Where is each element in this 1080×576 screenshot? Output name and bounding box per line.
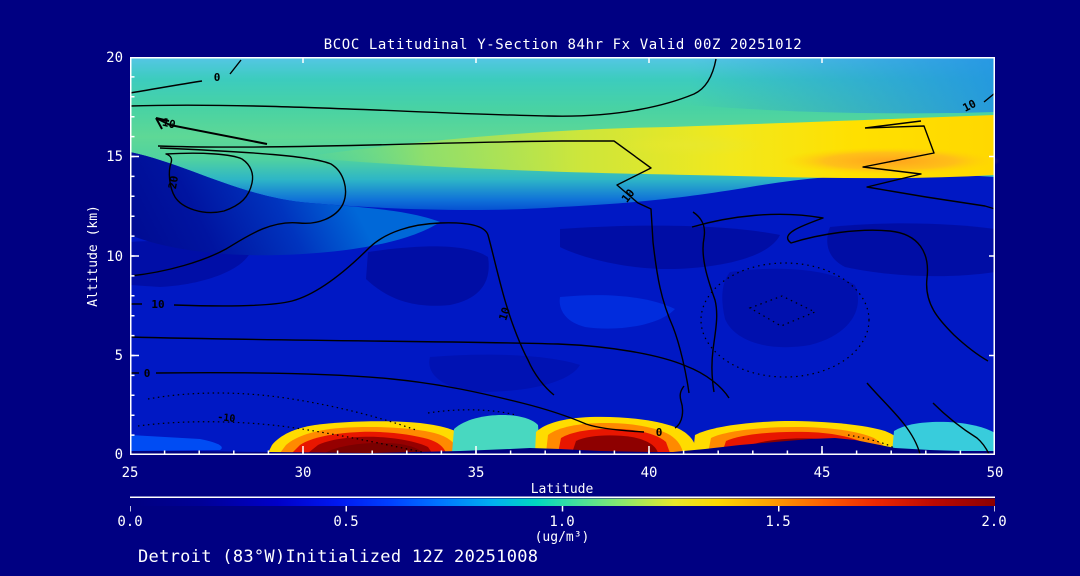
x-axis-title: Latitude xyxy=(531,482,594,497)
x-axis: 25 30 35 40 45 50 Latitude xyxy=(122,465,1004,497)
colorbar-units: (ug/m³) xyxy=(535,530,590,545)
x-axis-tick-label: 40 xyxy=(641,465,658,481)
y-axis-tick-label: 5 xyxy=(115,348,123,364)
axes-frame xyxy=(130,57,995,455)
footer-annotation: Detroit (83°W)Initialized 12Z 20251008 xyxy=(138,547,538,567)
dotted-contours xyxy=(137,262,897,453)
x-axis-tick-label: 25 xyxy=(122,465,139,481)
colorbar-gradient xyxy=(130,498,995,506)
contour-label: -10 xyxy=(217,412,236,425)
y-axis-title: Altitude (km) xyxy=(86,205,101,307)
contour-label: 20 xyxy=(166,175,181,190)
colorbar-tick-label: 1.0 xyxy=(549,514,574,530)
y-axis-tick-label: 0 xyxy=(115,447,123,463)
x-axis-tick-label: 45 xyxy=(814,465,831,481)
contour-labels: 0 10 20 10 10 10 10 0 -10 0 xyxy=(144,71,979,439)
upper-right-blue xyxy=(690,57,995,114)
contour-label: 0 xyxy=(144,367,151,380)
colorbar-top-line xyxy=(130,496,995,498)
bright-streak xyxy=(559,295,675,329)
yellow-patch xyxy=(615,134,765,156)
colorbar-tick-label: 0.5 xyxy=(333,514,358,530)
y-axis: 20 15 10 5 0 Altitude (km) xyxy=(86,50,123,463)
y-axis-tick-label: 10 xyxy=(106,249,123,265)
plot-area: 0 10 20 10 10 10 10 0 -10 0 xyxy=(129,57,1000,455)
colorbar-tick-label: 1.5 xyxy=(765,514,790,530)
contour-label: 0 xyxy=(656,426,663,439)
contour-label: 10 xyxy=(161,116,177,132)
colorbar-tick-label: 2.0 xyxy=(981,514,1006,530)
west-dark-pocket xyxy=(130,152,440,256)
colorbar: 0.0 0.5 1.0 1.5 2.0 (ug/m³) xyxy=(117,496,1007,545)
contour-label: 0 xyxy=(214,71,221,84)
y-axis-tick-label: 15 xyxy=(106,149,123,165)
contour-label: 10 xyxy=(151,298,164,311)
solid-contours xyxy=(129,58,996,455)
plot-frame xyxy=(130,57,995,455)
x-axis-tick-label: 50 xyxy=(987,465,1004,481)
colorbar-tick-label: 0.0 xyxy=(117,514,142,530)
contour-label: 10 xyxy=(496,306,512,323)
bright-wedge-west xyxy=(130,435,222,451)
x-axis-tick-label: 35 xyxy=(468,465,485,481)
contour-label: 10 xyxy=(961,97,979,115)
plot-title: BCOC Latitudinal Y-Section 84hr Fx Valid… xyxy=(324,37,803,53)
terrain-silhouette xyxy=(130,438,995,455)
contour-label: 10 xyxy=(619,187,637,205)
y-axis-tick-label: 20 xyxy=(106,50,123,66)
x-axis-tick-label: 30 xyxy=(295,465,312,481)
